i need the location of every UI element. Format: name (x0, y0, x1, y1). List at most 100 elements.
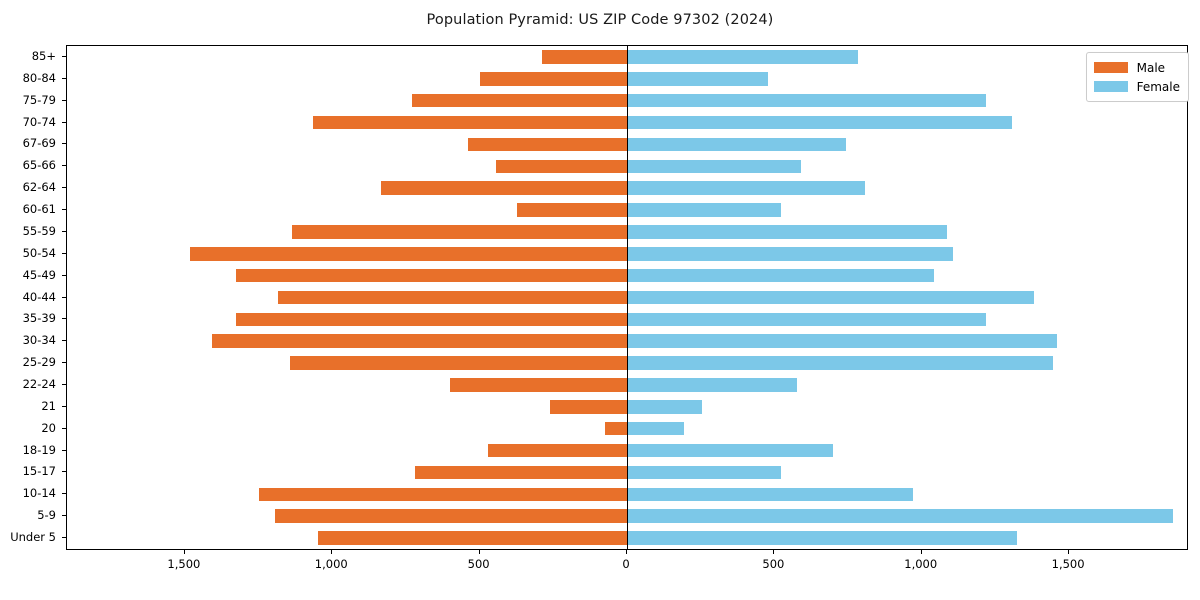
x-tick-mark (920, 550, 922, 554)
y-tick-label: 60-61 (22, 202, 56, 217)
bar-row (67, 421, 1187, 436)
legend-entry: Male (1093, 58, 1180, 77)
x-tick-mark (1068, 550, 1070, 554)
bar-male (468, 137, 627, 152)
bar-male (212, 334, 627, 348)
legend-label: Female (1136, 79, 1180, 94)
chart-legend: Male Female (1085, 52, 1189, 102)
bar-female (627, 93, 986, 108)
x-tick-label: 1,500 (167, 557, 201, 571)
y-tick-label: 40-44 (22, 289, 56, 304)
bar-male (190, 246, 627, 261)
x-tick-label: 500 (467, 557, 490, 571)
bar-female (627, 72, 768, 86)
bar-female (627, 334, 1058, 348)
y-tick-mark (62, 493, 66, 495)
bar-row (67, 290, 1187, 305)
y-tick-mark (62, 143, 66, 145)
bar-male (258, 487, 627, 502)
bar-female (627, 203, 782, 217)
bar-female (627, 312, 986, 327)
y-tick-label: 55-59 (22, 223, 56, 238)
bar-male (278, 290, 627, 305)
bar-male (550, 400, 627, 414)
bar-row (67, 93, 1187, 108)
bar-male (450, 378, 627, 392)
bar-female (627, 115, 1012, 130)
legend-label: Male (1136, 60, 1166, 75)
bar-male (289, 356, 627, 370)
x-tick-mark (183, 550, 185, 554)
bars-layer (67, 46, 1187, 549)
bar-female (627, 290, 1034, 305)
y-tick-label: 70-74 (22, 114, 56, 129)
bar-row (67, 443, 1187, 458)
y-tick-label: 80-84 (22, 70, 56, 85)
bar-row (67, 115, 1187, 130)
y-tick-mark (62, 230, 66, 232)
bar-row (67, 465, 1187, 480)
plot-area (66, 45, 1188, 550)
bar-female (627, 246, 953, 261)
bar-row (67, 137, 1187, 152)
y-tick-label: 15-17 (22, 464, 56, 479)
bar-row (67, 487, 1187, 502)
bar-male (236, 312, 627, 327)
bar-female (627, 50, 859, 64)
y-tick-label: 75-79 (22, 92, 56, 107)
y-tick-label: 85+ (31, 48, 56, 63)
y-tick-label: 22-24 (22, 376, 56, 391)
y-tick-mark (62, 383, 66, 385)
y-tick-label: 10-14 (22, 486, 56, 501)
bar-row (67, 72, 1187, 86)
y-tick-label: 25-29 (22, 355, 56, 370)
bar-row (67, 312, 1187, 327)
x-axis: 1,500 1,000 500 0 500 1,000 1,500 (66, 550, 1188, 590)
bar-row (67, 268, 1187, 283)
legend-swatch (1093, 62, 1128, 73)
bar-row (67, 400, 1187, 414)
bar-male (235, 268, 627, 283)
y-tick-label: 50-54 (22, 245, 56, 260)
y-tick-label: 5-9 (37, 508, 56, 523)
y-tick-mark (62, 427, 66, 429)
x-tick-mark (478, 550, 480, 554)
bar-female (627, 225, 947, 239)
bar-row (67, 50, 1187, 64)
bar-row (67, 531, 1187, 545)
bar-female (627, 181, 865, 195)
bar-row (67, 509, 1187, 523)
bar-row (67, 334, 1187, 348)
y-tick-mark (62, 296, 66, 298)
bar-female (627, 465, 781, 480)
zero-axis-line (627, 46, 628, 549)
bar-male (313, 115, 627, 130)
y-tick-mark (62, 209, 66, 211)
y-tick-label: 65-66 (22, 158, 56, 173)
y-axis: 85+ 80-84 75-79 70-74 67-69 65-66 62-64 60-61 55… (0, 45, 66, 550)
y-tick-mark (62, 471, 66, 473)
bar-row (67, 225, 1187, 239)
y-tick-label: 35-39 (22, 311, 56, 326)
bar-female (627, 400, 702, 414)
bar-female (627, 356, 1054, 370)
chart-title: Population Pyramid: US ZIP Code 97302 (2… (426, 12, 774, 28)
bar-female (627, 443, 833, 458)
legend-entry: Female (1093, 77, 1180, 96)
y-tick-mark (62, 55, 66, 57)
bar-male (292, 225, 627, 239)
bar-male (415, 465, 627, 480)
y-tick-mark (62, 449, 66, 451)
y-tick-mark (62, 77, 66, 79)
y-tick-mark (62, 165, 66, 167)
y-tick-mark (62, 362, 66, 364)
bar-row (67, 356, 1187, 370)
bar-row (67, 159, 1187, 174)
x-tick-mark (773, 550, 775, 554)
y-tick-label: 62-64 (22, 180, 56, 195)
bar-male (317, 531, 627, 545)
x-tick-label: 1,500 (1051, 557, 1085, 571)
bar-female (627, 509, 1174, 523)
y-tick-mark (62, 537, 66, 539)
y-tick-mark (62, 340, 66, 342)
